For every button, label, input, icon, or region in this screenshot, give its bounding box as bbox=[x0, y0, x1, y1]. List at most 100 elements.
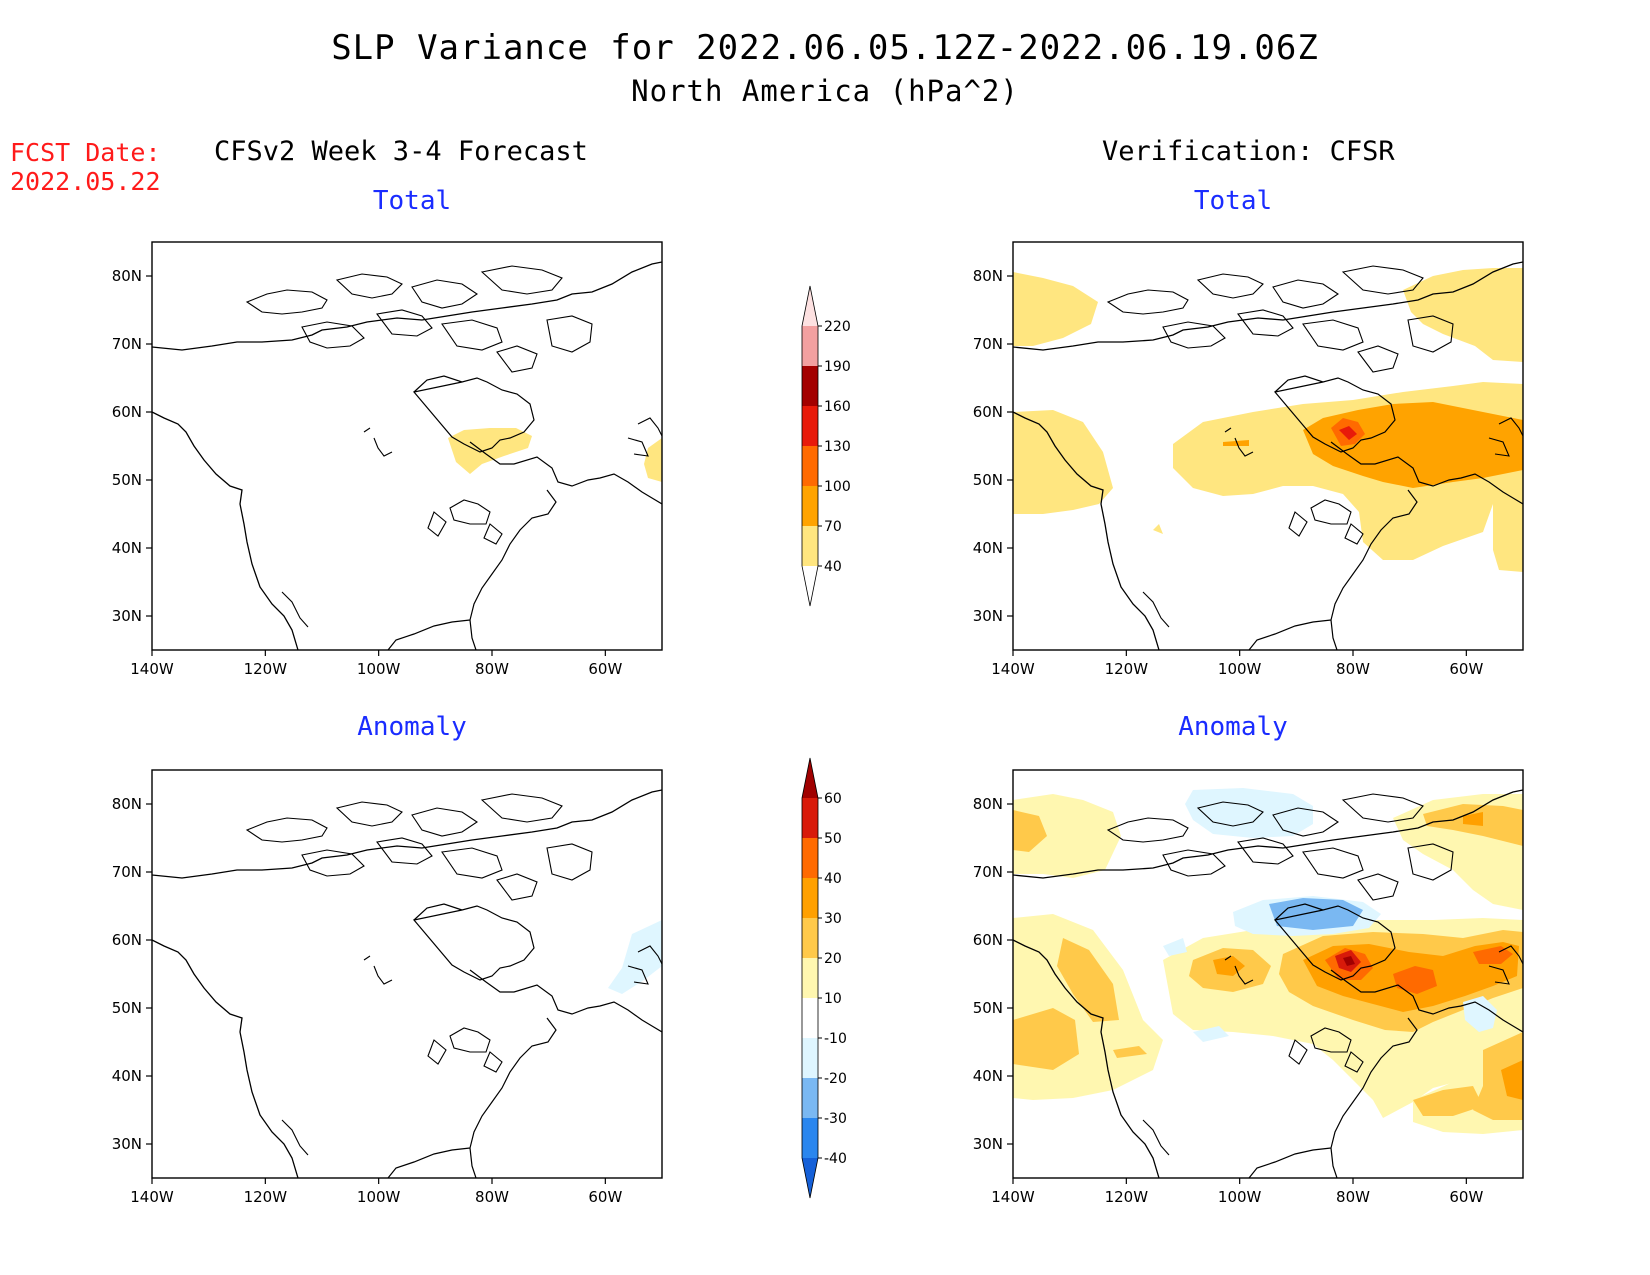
anomaly-colorbar-label: 40 bbox=[824, 871, 842, 887]
lat-tick-label: 80N bbox=[973, 795, 1003, 813]
lon-tick-label: 100W bbox=[1218, 1188, 1262, 1206]
lat-tick-label: 30N bbox=[112, 607, 142, 625]
anomaly-colorbar-label: 50 bbox=[824, 831, 842, 847]
total-colorbar: 40 70 100 130 160 190 220 bbox=[801, 285, 851, 607]
anomaly-colorbar-swatch bbox=[802, 918, 818, 958]
anomaly-colorbar-swatch bbox=[802, 878, 818, 918]
lat-tick-label: 40N bbox=[112, 1067, 142, 1085]
lat-tick-label: 70N bbox=[973, 335, 1003, 353]
lon-tick-label: 100W bbox=[357, 1188, 401, 1206]
total-colorbar-top-arrow bbox=[802, 286, 818, 326]
total-colorbar-swatch bbox=[802, 406, 818, 446]
total-colorbar-label: 40 bbox=[824, 559, 842, 575]
total-colorbar-label: 190 bbox=[824, 359, 851, 375]
lon-tick-label: 120W bbox=[244, 660, 288, 678]
fcst-date-label: FCST Date: 2022.05.22 bbox=[10, 138, 161, 196]
lat-tick-label: 40N bbox=[112, 539, 142, 557]
lat-tick-label: 60N bbox=[112, 403, 142, 421]
anomaly-colorbar-swatch bbox=[802, 998, 818, 1038]
anomaly-colorbar-top-arrow bbox=[802, 758, 818, 798]
lat-tick-label: 30N bbox=[973, 607, 1003, 625]
total-colorbar-swatch bbox=[802, 486, 818, 526]
lat-tick-label: 70N bbox=[112, 335, 142, 353]
lat-tick-label: 60N bbox=[112, 931, 142, 949]
anomaly-colorbar-swatch bbox=[802, 838, 818, 878]
left-column-title: CFSv2 Week 3-4 Forecast bbox=[214, 136, 588, 167]
right-column-title: Verification: CFSR bbox=[1102, 136, 1395, 167]
figure-title: SLP Variance for 2022.06.05.12Z-2022.06.… bbox=[331, 28, 1319, 68]
lon-tick-label: 60W bbox=[588, 660, 622, 678]
lat-tick-label: 70N bbox=[112, 863, 142, 881]
lat-tick-label: 40N bbox=[973, 539, 1003, 557]
verification-total-map bbox=[1013, 261, 1523, 650]
figure-subtitle: North America (hPa^2) bbox=[631, 74, 1019, 108]
lon-tick-label: 100W bbox=[1218, 660, 1262, 678]
lat-tick-label: 50N bbox=[112, 999, 142, 1017]
lon-tick-label: 80W bbox=[1336, 1188, 1370, 1206]
anomaly-colorbar-label: 10 bbox=[824, 991, 842, 1007]
lon-tick-label: 140W bbox=[130, 660, 174, 678]
lon-tick-label: 140W bbox=[991, 660, 1035, 678]
axis-layer: 80N 70N 60N 50N 40N 30N 140W 120W 100W 80W 60W 80N 7… bbox=[112, 267, 1484, 1206]
bottom-right-panel-title: Anomaly bbox=[1178, 712, 1288, 742]
anomaly-colorbar: -40 -30 -20 -10 10 20 30 40 50 60 bbox=[801, 757, 847, 1199]
lon-tick-label: 60W bbox=[1449, 1188, 1483, 1206]
top-right-panel-title: Total bbox=[1193, 186, 1273, 216]
lat-tick-label: 70N bbox=[973, 863, 1003, 881]
lon-tick-label: 80W bbox=[1336, 660, 1370, 678]
lat-tick-label: 80N bbox=[112, 795, 142, 813]
forecast-total-frame bbox=[151, 241, 663, 651]
lon-tick-label: 100W bbox=[357, 660, 401, 678]
lat-tick-label: 30N bbox=[112, 1135, 142, 1153]
lon-tick-label: 140W bbox=[991, 1188, 1035, 1206]
total-colorbar-label: 160 bbox=[824, 399, 851, 415]
anomaly-colorbar-swatch bbox=[802, 798, 818, 838]
lat-tick-label: 50N bbox=[973, 999, 1003, 1017]
anomaly-colorbar-bottom-arrow bbox=[802, 1158, 818, 1198]
total-colorbar-swatch bbox=[802, 366, 818, 406]
lon-tick-label: 60W bbox=[588, 1188, 622, 1206]
anomaly-colorbar-swatch bbox=[802, 1118, 818, 1158]
anomaly-colorbar-label: 20 bbox=[824, 951, 842, 967]
anomaly-colorbar-label: -20 bbox=[824, 1071, 847, 1087]
fcst-date-caption: FCST Date: bbox=[10, 138, 161, 167]
lat-tick-label: 60N bbox=[973, 403, 1003, 421]
anomaly-colorbar-swatch bbox=[802, 1038, 818, 1078]
anomaly-colorbar-label: 60 bbox=[824, 791, 842, 807]
forecast-anomaly-map bbox=[152, 789, 662, 1178]
lat-tick-label: 50N bbox=[112, 471, 142, 489]
total-colorbar-label: 130 bbox=[824, 439, 851, 455]
lon-tick-label: 80W bbox=[475, 660, 509, 678]
lat-tick-label: 50N bbox=[973, 471, 1003, 489]
verification-anomaly-frame bbox=[1012, 769, 1524, 1179]
total-colorbar-swatch bbox=[802, 326, 818, 366]
lon-tick-label: 140W bbox=[130, 1188, 174, 1206]
forecast-total-map bbox=[152, 261, 662, 650]
lat-tick-label: 80N bbox=[112, 267, 142, 285]
forecast-anomaly-frame bbox=[151, 769, 663, 1179]
lon-tick-label: 80W bbox=[475, 1188, 509, 1206]
anomaly-colorbar-swatch bbox=[802, 1078, 818, 1118]
verification-total-frame bbox=[1012, 241, 1524, 651]
anomaly-colorbar-swatch bbox=[802, 958, 818, 998]
lat-tick-label: 30N bbox=[973, 1135, 1003, 1153]
bottom-left-panel-title: Anomaly bbox=[357, 712, 467, 742]
lon-tick-label: 60W bbox=[1449, 660, 1483, 678]
lon-tick-label: 120W bbox=[244, 1188, 288, 1206]
fcst-date-value: 2022.05.22 bbox=[10, 167, 161, 196]
lat-tick-label: 40N bbox=[973, 1067, 1003, 1085]
total-colorbar-swatch bbox=[802, 446, 818, 486]
anomaly-colorbar-label: 30 bbox=[824, 911, 842, 927]
anomaly-colorbar-label: -30 bbox=[824, 1111, 847, 1127]
anomaly-colorbar-label: -40 bbox=[824, 1151, 847, 1167]
lat-tick-label: 60N bbox=[973, 931, 1003, 949]
total-colorbar-label: 70 bbox=[824, 519, 842, 535]
total-colorbar-swatch bbox=[802, 526, 818, 566]
anomaly-colorbar-label: -10 bbox=[824, 1031, 847, 1047]
total-colorbar-label: 100 bbox=[824, 479, 851, 495]
lon-tick-label: 120W bbox=[1105, 1188, 1149, 1206]
lon-tick-label: 120W bbox=[1105, 660, 1149, 678]
total-colorbar-label: 220 bbox=[824, 319, 851, 335]
lat-tick-label: 80N bbox=[973, 267, 1003, 285]
